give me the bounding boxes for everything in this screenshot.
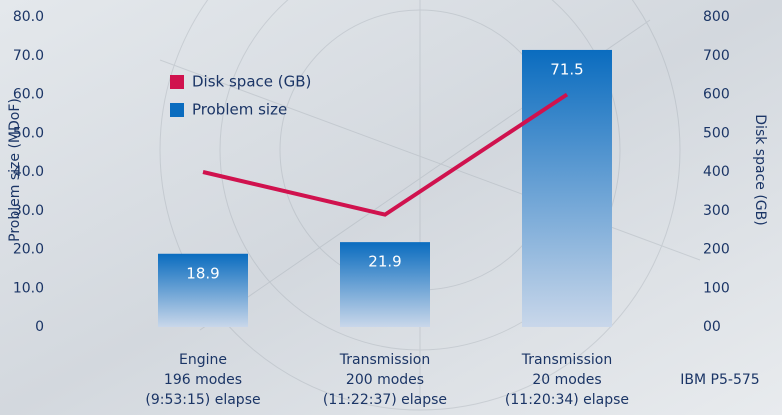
annotation: IBM P5-575 [680, 372, 759, 388]
y-axis-label: Problem size (MDoF) [7, 98, 23, 242]
x-tick-label: 200 modes [346, 372, 424, 388]
legend-label: Problem size [192, 101, 287, 119]
line [202, 92, 569, 217]
x-tick-label: Transmission [521, 352, 612, 368]
y-tick-label: 10.0 [13, 280, 44, 296]
x-tick-label: (11:22:37) elapse [323, 392, 447, 408]
y2-axis-label: Disk space (GB) [752, 114, 768, 225]
y2-tick-label: 300 [703, 203, 730, 219]
legend-swatch [170, 103, 184, 117]
legend-label: Disk space (GB) [192, 73, 311, 91]
y-tick-label: 60.0 [13, 87, 44, 103]
x-tick-label: Engine [179, 352, 227, 368]
y2-tick-label: 400 [703, 164, 730, 180]
legend-swatch [170, 75, 184, 89]
y2-tick-label: 700 [703, 48, 730, 64]
y2-tick-label: 200 [703, 242, 730, 258]
x-tick-label: (11:20:34) elapse [505, 392, 629, 408]
data-label: 71.5 [550, 60, 583, 78]
data-label: 21.9 [368, 253, 401, 271]
x-tick-label: 196 modes [164, 372, 242, 388]
bar [340, 242, 430, 327]
y2-tick-label: 800 [703, 9, 730, 25]
y-tick-label: 50.0 [13, 125, 44, 141]
y-tick-label: 70.0 [13, 48, 44, 64]
data-label: 18.9 [186, 264, 219, 282]
bar [522, 49, 612, 327]
y-tick-label: 80.0 [13, 9, 44, 25]
y2-tick-label: 600 [703, 87, 730, 103]
x-tick-label: Transmission [339, 352, 430, 368]
y-tick-label: 30.0 [13, 203, 44, 219]
bar [158, 253, 248, 327]
x-tick-label: (9:53:15) elapse [145, 392, 260, 408]
y-tick-label: 40.0 [13, 164, 44, 180]
x-tick-label: 20 modes [532, 372, 601, 388]
y-tick-label: 0 [35, 319, 44, 335]
y2-tick-label: 00 [703, 319, 721, 335]
y2-tick-label: 100 [703, 280, 730, 296]
y2-tick-label: 500 [703, 125, 730, 141]
y-tick-label: 20.0 [13, 242, 44, 258]
